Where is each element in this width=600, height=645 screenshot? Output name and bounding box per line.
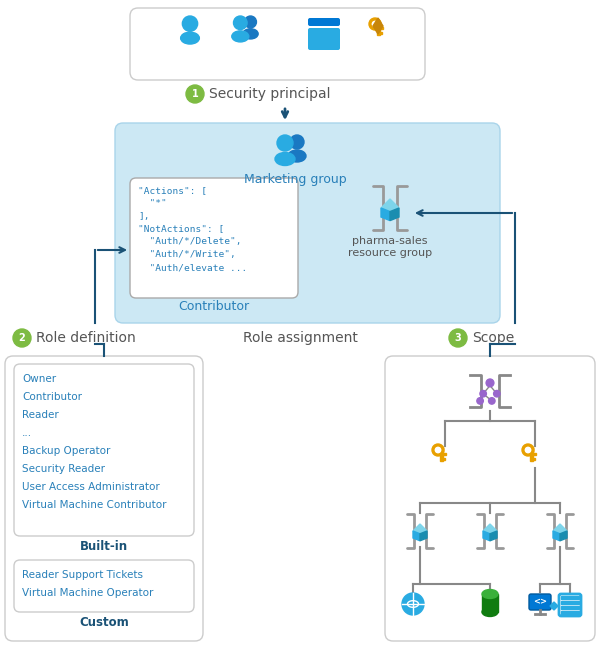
Circle shape bbox=[477, 398, 484, 404]
Text: ...: ... bbox=[22, 428, 32, 438]
Text: Built-in: Built-in bbox=[80, 540, 128, 553]
FancyBboxPatch shape bbox=[385, 356, 595, 641]
Circle shape bbox=[277, 135, 293, 151]
FancyBboxPatch shape bbox=[130, 8, 425, 80]
Circle shape bbox=[449, 329, 467, 347]
Circle shape bbox=[436, 447, 440, 453]
Ellipse shape bbox=[288, 150, 306, 162]
Bar bbox=[561, 606, 579, 609]
Circle shape bbox=[526, 447, 531, 453]
Ellipse shape bbox=[243, 29, 258, 39]
Circle shape bbox=[369, 18, 381, 30]
Polygon shape bbox=[553, 524, 567, 534]
Circle shape bbox=[182, 16, 197, 32]
Circle shape bbox=[402, 593, 424, 615]
Text: Owner: Owner bbox=[22, 374, 56, 384]
Polygon shape bbox=[381, 199, 399, 212]
Bar bbox=[566, 598, 571, 603]
Text: "Actions": [
  "*"
],
"NotActions": [
  "Auth/*/Delete",
  "Auth/*/Write",
  "Au: "Actions": [ "*" ], "NotActions": [ "Aut… bbox=[138, 186, 247, 272]
Text: Contributor: Contributor bbox=[22, 392, 82, 402]
Polygon shape bbox=[483, 531, 490, 541]
Bar bbox=[561, 601, 579, 604]
Bar bbox=[560, 604, 565, 609]
FancyBboxPatch shape bbox=[115, 123, 500, 323]
Text: Scope: Scope bbox=[472, 331, 514, 345]
Polygon shape bbox=[381, 208, 390, 221]
Bar bbox=[566, 604, 571, 609]
Text: Virtual Machine Operator: Virtual Machine Operator bbox=[22, 588, 154, 598]
Polygon shape bbox=[550, 602, 558, 610]
Circle shape bbox=[290, 135, 304, 149]
Circle shape bbox=[522, 444, 534, 456]
Circle shape bbox=[486, 379, 494, 387]
FancyBboxPatch shape bbox=[130, 178, 298, 298]
Ellipse shape bbox=[275, 152, 295, 166]
Bar bbox=[533, 457, 535, 460]
Text: Backup Operator: Backup Operator bbox=[22, 446, 110, 456]
Text: Custom: Custom bbox=[79, 616, 129, 629]
Circle shape bbox=[432, 444, 444, 456]
FancyBboxPatch shape bbox=[5, 356, 203, 641]
FancyBboxPatch shape bbox=[559, 594, 581, 616]
Ellipse shape bbox=[482, 608, 498, 617]
Text: Reader Support Tickets: Reader Support Tickets bbox=[22, 570, 143, 580]
Bar bbox=[439, 447, 443, 461]
Bar bbox=[377, 21, 380, 34]
Text: Virtual Machine Contributor: Virtual Machine Contributor bbox=[22, 500, 167, 510]
Polygon shape bbox=[560, 531, 567, 541]
Text: Contributor: Contributor bbox=[178, 300, 250, 313]
Bar bbox=[443, 453, 445, 455]
Text: 3: 3 bbox=[455, 333, 461, 343]
Circle shape bbox=[488, 398, 495, 404]
FancyBboxPatch shape bbox=[308, 28, 340, 50]
Bar bbox=[482, 594, 498, 612]
Text: <>: <> bbox=[533, 597, 547, 606]
Bar bbox=[530, 447, 533, 461]
Bar bbox=[533, 453, 536, 455]
Bar bbox=[561, 611, 579, 614]
Text: 1: 1 bbox=[191, 89, 199, 99]
Bar bbox=[560, 598, 565, 603]
Text: pharma-sales
resource group: pharma-sales resource group bbox=[348, 236, 432, 259]
Circle shape bbox=[186, 85, 204, 103]
Ellipse shape bbox=[181, 32, 199, 44]
Circle shape bbox=[372, 21, 378, 26]
Polygon shape bbox=[413, 524, 427, 534]
Text: User Access Administrator: User Access Administrator bbox=[22, 482, 160, 492]
Text: Role assignment: Role assignment bbox=[242, 331, 358, 345]
Bar bbox=[561, 596, 579, 599]
Text: Security principal: Security principal bbox=[209, 87, 331, 101]
Circle shape bbox=[13, 329, 31, 347]
FancyBboxPatch shape bbox=[529, 594, 551, 610]
Ellipse shape bbox=[232, 31, 249, 42]
Text: 2: 2 bbox=[19, 333, 25, 343]
Circle shape bbox=[245, 16, 256, 28]
Polygon shape bbox=[483, 524, 497, 534]
Circle shape bbox=[233, 16, 247, 30]
FancyBboxPatch shape bbox=[14, 560, 194, 612]
Circle shape bbox=[494, 390, 500, 397]
FancyBboxPatch shape bbox=[308, 18, 340, 26]
Polygon shape bbox=[490, 531, 497, 541]
Text: Role definition: Role definition bbox=[36, 331, 136, 345]
Polygon shape bbox=[390, 208, 399, 221]
Text: Reader: Reader bbox=[22, 410, 59, 420]
Bar bbox=[380, 27, 383, 29]
Circle shape bbox=[480, 390, 487, 397]
Text: Security Reader: Security Reader bbox=[22, 464, 105, 474]
Bar bbox=[380, 32, 382, 34]
Polygon shape bbox=[420, 531, 427, 541]
Ellipse shape bbox=[482, 590, 498, 599]
Polygon shape bbox=[373, 18, 383, 34]
Bar bbox=[443, 457, 445, 460]
Text: Marketing group: Marketing group bbox=[244, 173, 346, 186]
Polygon shape bbox=[553, 531, 560, 541]
FancyBboxPatch shape bbox=[14, 364, 194, 536]
Polygon shape bbox=[413, 531, 420, 541]
